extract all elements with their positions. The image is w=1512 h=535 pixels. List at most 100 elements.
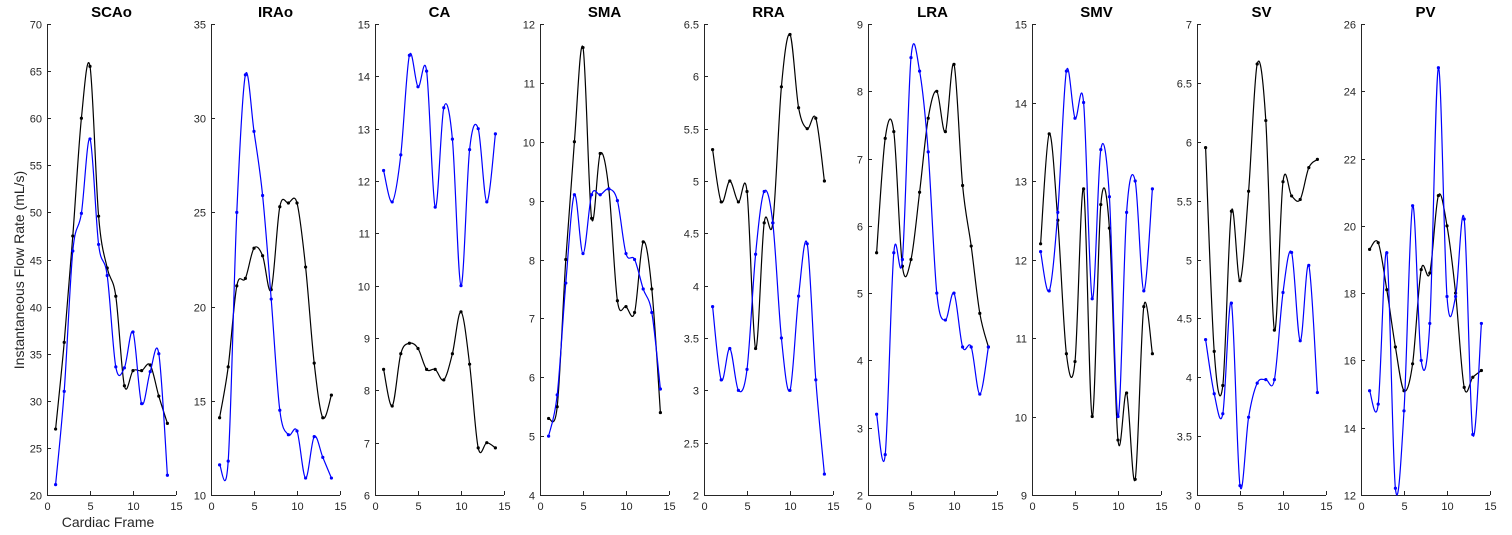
y-tick-label: 60 [30,114,42,126]
data-point [1082,100,1086,105]
y-tick-label: 6.5 [684,20,699,32]
x-tick-label: 15 [827,501,839,513]
data-point [814,116,818,120]
data-point [943,130,948,134]
data-point [1462,217,1466,221]
data-point [1221,383,1225,388]
data-point [1099,202,1103,207]
data-point [1229,209,1233,213]
x-axis-label: Cardiac Frame [62,514,155,530]
data-point [416,85,420,89]
data-point [1064,69,1068,73]
data-point [1133,179,1137,183]
y-tick-label: 25 [30,444,42,456]
series-line [383,52,496,287]
data-point [779,85,784,89]
panel-title: SMV [1080,4,1113,21]
data-point [754,252,758,256]
data-point [1264,118,1268,123]
data-point [1298,339,1302,343]
data-point [978,392,982,396]
data-point [1454,294,1458,299]
y-tick-label: 13 [1015,177,1027,189]
data-point [952,62,956,66]
series-1 [1039,132,1154,482]
data-point [1212,392,1216,396]
data-point [788,388,792,392]
data-point [641,240,645,244]
data-point [658,387,663,391]
y-tick-label: 4 [529,491,535,503]
x-tick-label: 15 [170,501,182,513]
y-tick-label: 16 [1344,356,1356,368]
data-point [71,234,75,238]
data-point [547,416,551,421]
data-point [321,416,325,420]
data-point [278,408,282,412]
data-point [1272,328,1276,332]
panel-title: LRA [917,4,948,21]
data-point [607,187,611,191]
series-line [876,43,989,463]
y-tick-label: 9 [364,334,370,346]
data-point [935,89,939,93]
y-tick-label: 5 [857,289,863,301]
y-tick-label: 2 [857,491,863,503]
x-tick-label: 10 [455,501,467,513]
series-2 [218,72,333,482]
data-point [433,205,437,209]
data-point [1315,390,1319,395]
y-tick-label: 5 [693,177,699,189]
data-point [1402,409,1406,413]
data-point [140,402,144,406]
data-point [390,200,394,204]
y-tick-label: 22 [1344,155,1356,167]
panel-smv: 9 10 11 12 13 14 15 0 5 10 15 SMV [1015,4,1168,513]
data-point [1107,195,1111,199]
x-tick-label: 5 [415,501,421,513]
panel-title: SV [1251,4,1271,21]
data-point [1039,242,1043,246]
data-point [814,378,818,382]
data-point [1281,180,1285,184]
y-tick-label: 3.5 [1177,432,1192,444]
data-point [1082,187,1086,191]
x-tick-label: 5 [744,501,750,513]
y-tick-label: 3 [857,424,863,436]
data-point [304,476,308,480]
data-point [468,362,472,366]
panel-pv: 12 14 16 18 20 22 24 26 0 5 10 15 PV [1344,4,1497,513]
x-tick-label: 5 [87,501,93,513]
data-point [564,281,568,285]
y-tick-label: 9 [1021,491,1027,503]
data-point [762,221,766,225]
data-point [918,69,922,73]
y-tick-label: 4 [857,356,863,368]
data-point [1368,247,1372,252]
data-point [433,367,437,371]
y-tick-label: 11 [524,79,535,91]
data-point [736,200,741,204]
y-tick-label: 4 [1186,373,1192,385]
data-point [935,291,939,295]
y-tick-label: 3 [1186,491,1192,503]
panel-title: IRAo [258,4,293,21]
series-2 [1368,66,1483,496]
data-point [459,284,463,288]
data-point [1125,391,1129,395]
x-tick-label: 15 [334,501,346,513]
panel-title: SCAo [91,4,132,21]
data-point [1307,166,1311,170]
data-point [641,287,645,291]
data-point [650,310,654,315]
x-tick-label: 0 [1358,501,1364,513]
data-point [1255,62,1259,66]
data-point [1411,204,1415,208]
data-point [1099,148,1103,152]
data-point [633,310,637,315]
data-point [736,388,741,392]
data-point [252,246,256,250]
data-point [650,287,654,291]
y-tick-label: 8 [857,87,863,99]
y-tick-label: 20 [30,491,42,503]
